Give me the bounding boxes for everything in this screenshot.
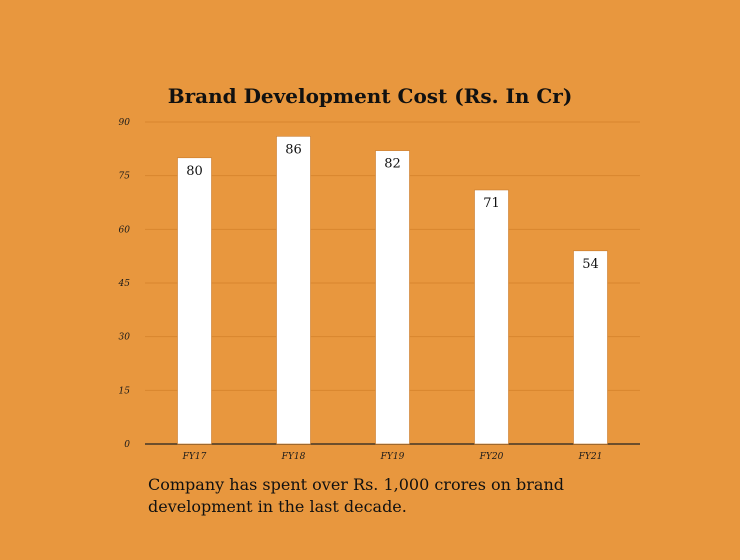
bar: [375, 150, 410, 445]
bar-chart: 0 15 30 45 60 75 90 80 FY17 86 FY18 82 FY19 71 FY20 54 F…: [118, 118, 640, 462]
bar-data-label: 86: [285, 142, 302, 157]
bar: [573, 250, 608, 445]
caption: Company has spent over Rs. 1,000 crores …: [148, 475, 564, 516]
y-tick-label: 60: [119, 225, 131, 235]
x-tick-label: FY20: [479, 452, 504, 462]
y-tick-label: 15: [119, 386, 131, 396]
y-tick-label: 0: [124, 440, 130, 450]
bar: [177, 157, 212, 445]
x-tick-label: FY17: [182, 452, 207, 462]
chart-title: Brand Development Cost (Rs. In Cr): [167, 84, 573, 108]
bar-data-label: 80: [186, 164, 203, 179]
y-tick-label: 30: [119, 333, 131, 343]
y-tick-label: 75: [119, 172, 131, 182]
y-tick-label: 45: [118, 279, 131, 289]
x-tick-label: FY21: [578, 452, 603, 462]
y-tick-label: 90: [119, 118, 131, 128]
bar-data-label: 54: [582, 257, 599, 272]
bar-data-label: 71: [483, 196, 500, 211]
x-tick-label: FY19: [380, 452, 405, 462]
bar: [474, 189, 509, 445]
x-tick-label: FY18: [281, 452, 306, 462]
bar: [276, 136, 311, 445]
bar-data-label: 82: [384, 157, 401, 172]
